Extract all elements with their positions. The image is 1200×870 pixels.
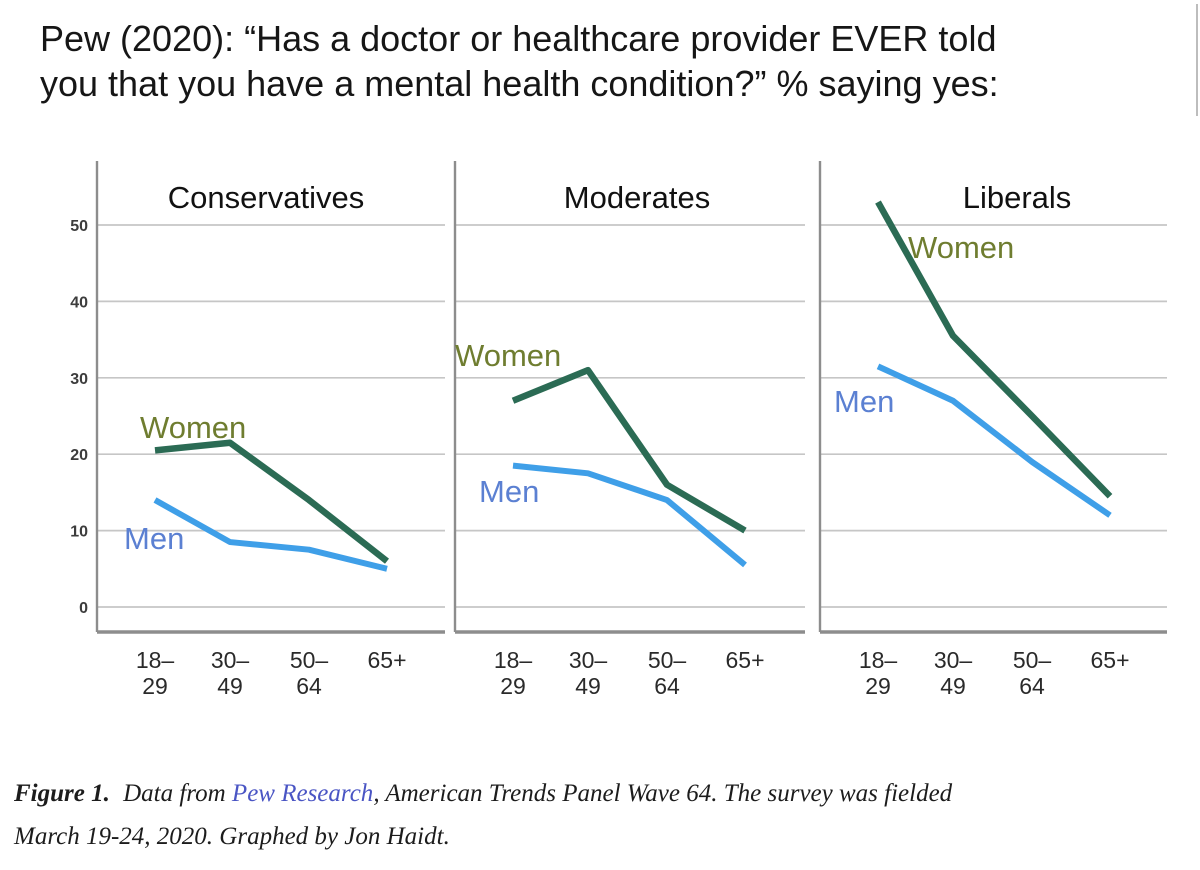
series-line-men (153, 497, 388, 572)
pew-research-link[interactable]: Pew Research (231, 780, 374, 807)
x-tick-label: 29 (865, 673, 891, 699)
y-tick-label: 20 (70, 447, 88, 464)
panel-title: Moderates (564, 180, 710, 215)
chart-title: Pew (2020): “Has a doctor or healthcare … (40, 16, 1180, 106)
series-label-men: Men (124, 521, 184, 556)
x-tick-label: 64 (1019, 673, 1045, 699)
x-tick-label: 49 (940, 673, 966, 699)
figure-label: Figure 1. (14, 780, 110, 807)
series-label-women: Women (140, 410, 246, 445)
x-tick-label: 29 (142, 673, 168, 699)
series-label-men: Men (479, 474, 539, 509)
x-tick-label: 18– (494, 647, 533, 673)
x-tick-label: 64 (654, 673, 680, 699)
x-tick-label: 50– (1013, 647, 1052, 673)
series-line-women (511, 366, 747, 534)
x-tick-label: 50– (290, 647, 329, 673)
y-tick-label: 0 (79, 600, 88, 617)
scrollbar-artifact (1196, 4, 1198, 116)
series-label-men: Men (834, 384, 894, 419)
y-tick-label: 10 (70, 524, 88, 541)
y-tick-label: 30 (70, 371, 88, 388)
x-tick-label: 50– (648, 647, 687, 673)
x-tick-label: 18– (136, 647, 175, 673)
chart-title-line1: Pew (2020): “Has a doctor or healthcare … (40, 18, 997, 59)
x-tick-label: 65+ (367, 647, 406, 673)
y-tick-label: 40 (70, 294, 88, 311)
series-line-women (875, 200, 1113, 499)
series-label-women: Women (455, 338, 561, 373)
chart-title-line2: you that you have a mental health condit… (40, 63, 999, 104)
panel-title: Conservatives (168, 180, 364, 215)
figure-caption: Figure 1. Data from Pew Research, Americ… (14, 772, 1174, 858)
x-tick-label: 29 (500, 673, 526, 699)
x-tick-label: 64 (296, 673, 322, 699)
x-tick-label: 30– (211, 647, 250, 673)
chart-canvas: 0102030405018–2930–4950–6465+Conservativ… (70, 161, 1167, 699)
y-tick-label: 50 (70, 218, 88, 235)
x-tick-label: 49 (217, 673, 243, 699)
x-tick-label: 49 (575, 673, 601, 699)
series-line-men (876, 363, 1112, 518)
x-tick-label: 65+ (1090, 647, 1129, 673)
caption-line2: March 19-24, 2020. Graphed by Jon Haidt. (14, 823, 450, 850)
x-tick-label: 30– (934, 647, 973, 673)
caption-post-link-text: , American Trends Panel Wave 64. The sur… (373, 780, 953, 807)
x-tick-label: 30– (569, 647, 608, 673)
x-tick-label: 65+ (725, 647, 764, 673)
series-line-men (512, 462, 747, 568)
series-line-women (154, 439, 390, 564)
panel-title: Liberals (963, 180, 1072, 215)
x-tick-label: 18– (859, 647, 898, 673)
caption-pre-link-text: Data from (123, 780, 232, 807)
series-label-women: Women (908, 230, 1014, 265)
